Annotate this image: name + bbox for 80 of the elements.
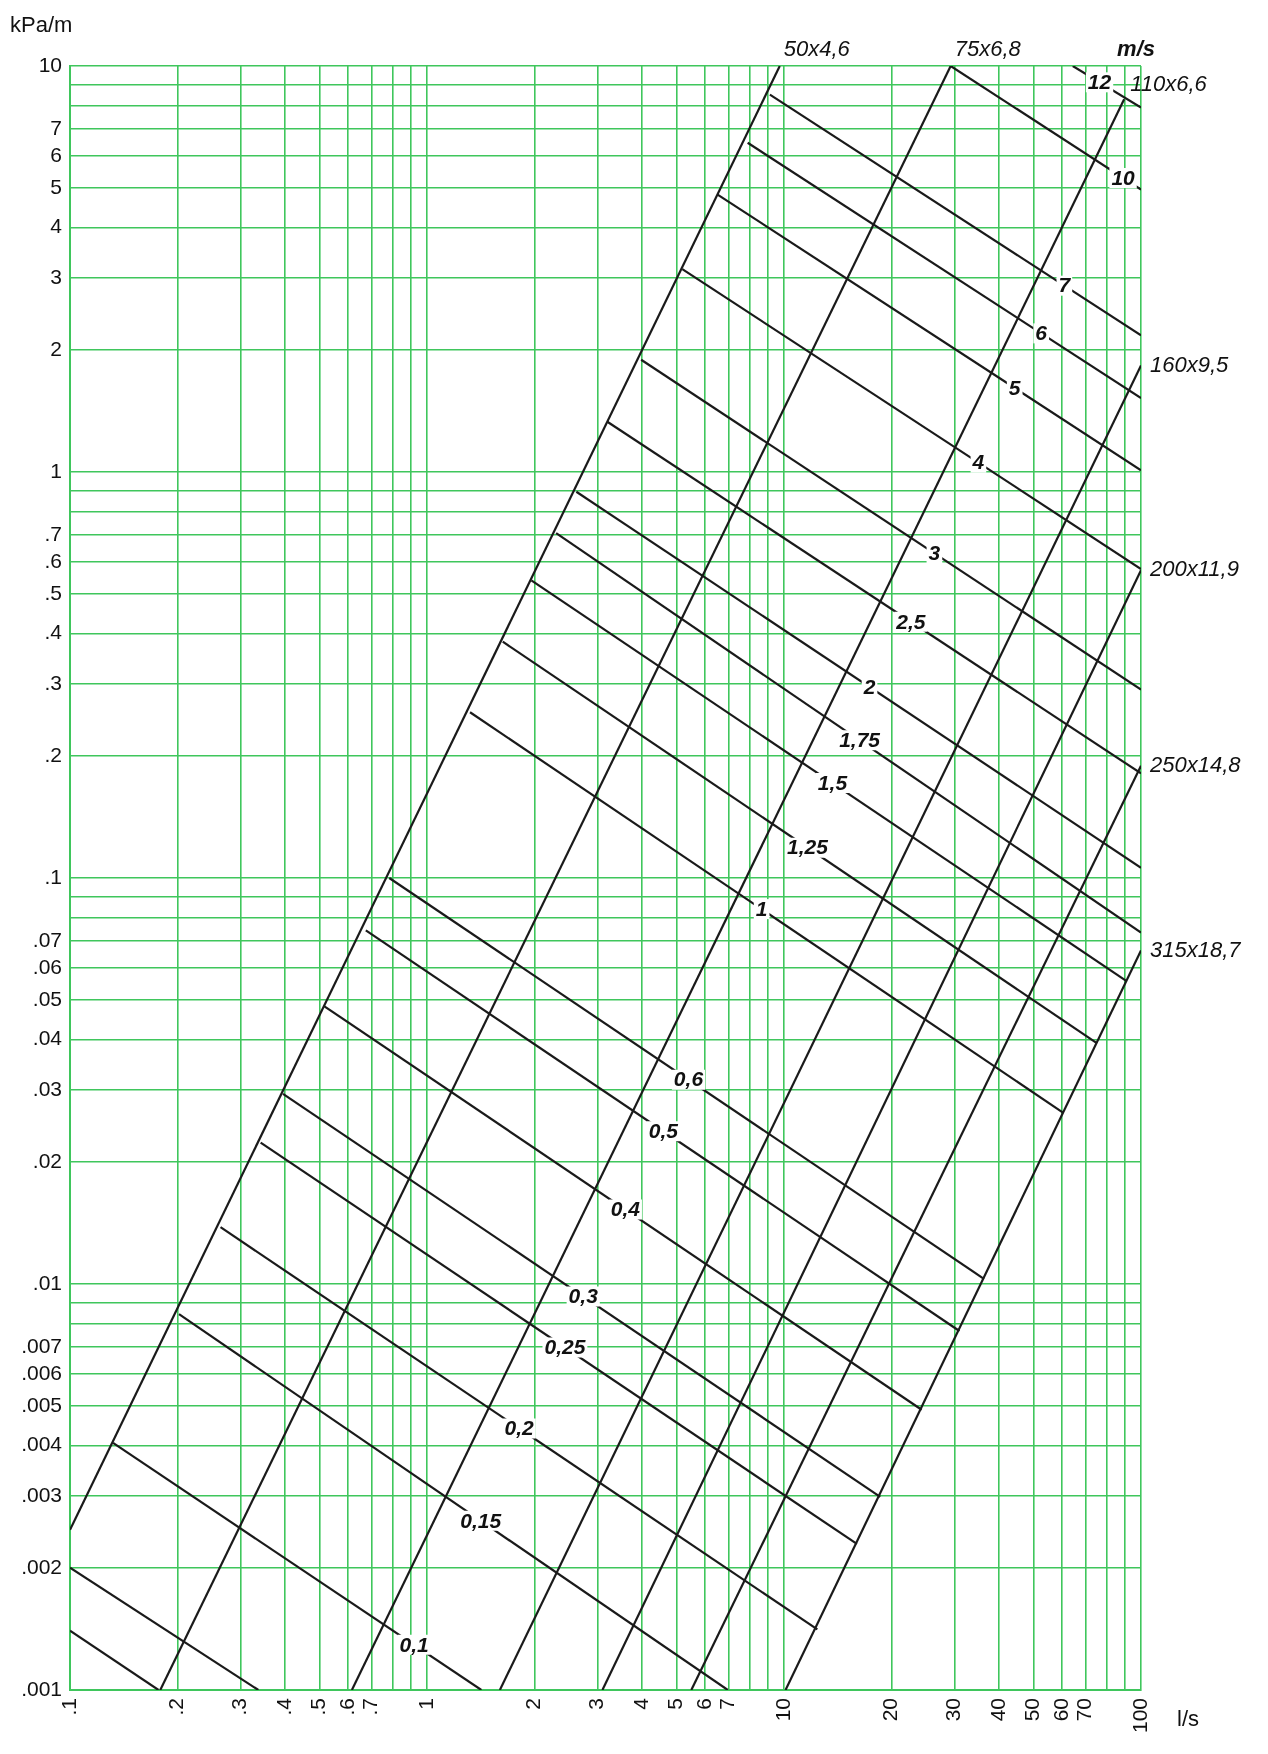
y-tick-label: 10 <box>38 52 62 76</box>
x-tick-label: 100 <box>1127 1698 1151 1734</box>
y-tick-label: .01 <box>32 1270 62 1294</box>
x-tick-label: .5 <box>306 1698 330 1716</box>
series-label: 250x14,8 <box>1149 751 1242 777</box>
x-tick-label: 10 <box>770 1698 794 1722</box>
x-tick-label: 30 <box>941 1698 965 1722</box>
x-axis-title: l/s <box>1177 1706 1199 1731</box>
x-tick-label: .7 <box>358 1698 382 1716</box>
series-label: 315x18,7 <box>1150 936 1242 962</box>
series-label: 0,25 <box>544 1335 586 1359</box>
y-tick-label: .5 <box>44 581 62 605</box>
text: m/s <box>1117 36 1155 61</box>
y-tick-label: .05 <box>32 987 62 1011</box>
series-label: 0,6 <box>673 1067 704 1091</box>
y-tick-label: .1 <box>44 864 62 888</box>
series-label: 0,5 <box>648 1119 679 1143</box>
series-label: 2 <box>862 674 876 698</box>
y-tick-label: .04 <box>32 1026 63 1050</box>
x-tick-label: 5 <box>663 1698 687 1710</box>
x-tick-label: 40 <box>985 1698 1009 1722</box>
y-tick-label: 2 <box>50 336 62 360</box>
x-tick-label: 7 <box>715 1698 739 1710</box>
y-tick-label: .005 <box>21 1393 62 1417</box>
series-label: 5 <box>1008 375 1021 399</box>
y-tick-label: .06 <box>32 954 62 978</box>
series-label: 10 <box>1111 165 1136 189</box>
series-label: 0,2 <box>504 1416 535 1440</box>
y-tick-label: .03 <box>32 1077 62 1101</box>
y-tick-label: .002 <box>21 1554 62 1578</box>
x-tick-label: .2 <box>164 1698 188 1716</box>
y-tick-label: .004 <box>21 1432 63 1456</box>
series-label: 1 <box>755 896 768 920</box>
series-label: 75x6,8 <box>954 36 1022 61</box>
x-tick-label: 4 <box>628 1697 652 1710</box>
y-tick-label: .006 <box>21 1360 62 1384</box>
y-tick-label: .6 <box>44 548 62 572</box>
y-tick-label: .001 <box>21 1676 62 1700</box>
x-tick-label: 6 <box>691 1698 715 1710</box>
x-tick-label: 2 <box>521 1698 545 1710</box>
y-tick-label: 7 <box>50 115 62 139</box>
y-tick-label: .02 <box>32 1148 62 1172</box>
y-tick-label: .003 <box>21 1483 62 1507</box>
y-tick-label: 5 <box>50 175 62 199</box>
y-tick-label: .4 <box>44 620 63 644</box>
y-tick-label: 3 <box>50 265 62 289</box>
series-label: 0,15 <box>460 1508 502 1532</box>
series-label: 0,1 <box>399 1632 429 1656</box>
series-label: 12 <box>1087 70 1112 94</box>
series-label: 1,75 <box>839 728 881 752</box>
y-tick-label: .3 <box>44 671 62 695</box>
series-label: 2,5 <box>895 609 926 633</box>
x-tick-label: 20 <box>878 1698 902 1722</box>
y-tick-label: .2 <box>44 742 62 766</box>
series-label: 4 <box>971 450 985 474</box>
x-tick-label: .4 <box>271 1697 295 1716</box>
y-tick-label: .7 <box>44 521 62 545</box>
x-tick-label: 70 <box>1072 1698 1096 1722</box>
y-tick-label: 4 <box>50 214 63 238</box>
y-axis-title: kPa/m <box>10 12 73 37</box>
series-label: 0,3 <box>568 1284 599 1308</box>
y-tick-label: .007 <box>21 1333 62 1357</box>
y-tick-label: .07 <box>32 927 62 951</box>
x-tick-label: 1 <box>413 1698 437 1710</box>
series-label: 1,5 <box>817 770 848 794</box>
series-label: 1,25 <box>787 835 829 859</box>
series-label: 50x4,6 <box>783 36 851 61</box>
y-tick-label: 6 <box>50 142 62 166</box>
x-tick-label: 50 <box>1020 1698 1044 1722</box>
series-label: 6 <box>1035 321 1048 345</box>
series-label: 200x11,9 <box>1149 556 1239 582</box>
series-label: 7 <box>1058 273 1072 297</box>
series-label: 160x9,5 <box>1150 351 1230 377</box>
y-tick-label: 1 <box>50 458 62 482</box>
x-tick-label: 3 <box>584 1698 608 1710</box>
x-tick-label: .3 <box>227 1698 251 1716</box>
x-tick-label: 60 <box>1048 1698 1072 1722</box>
series-label: 3 <box>928 541 941 565</box>
series-label: 0,4 <box>610 1197 641 1221</box>
x-tick-label: .6 <box>334 1698 358 1716</box>
